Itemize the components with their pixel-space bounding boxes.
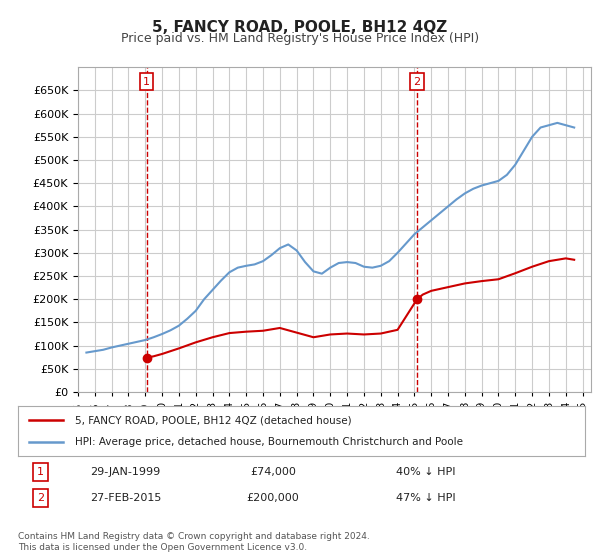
- Text: 2: 2: [37, 493, 44, 503]
- Text: Price paid vs. HM Land Registry's House Price Index (HPI): Price paid vs. HM Land Registry's House …: [121, 32, 479, 45]
- Text: 47% ↓ HPI: 47% ↓ HPI: [397, 493, 456, 503]
- Text: 5, FANCY ROAD, POOLE, BH12 4QZ (detached house): 5, FANCY ROAD, POOLE, BH12 4QZ (detached…: [75, 415, 352, 425]
- Text: 2: 2: [413, 77, 421, 87]
- Text: 40% ↓ HPI: 40% ↓ HPI: [397, 467, 456, 477]
- Text: Contains HM Land Registry data © Crown copyright and database right 2024.
This d: Contains HM Land Registry data © Crown c…: [18, 532, 370, 552]
- Text: 1: 1: [143, 77, 150, 87]
- Text: £74,000: £74,000: [250, 467, 296, 477]
- Text: 29-JAN-1999: 29-JAN-1999: [91, 467, 161, 477]
- Text: £200,000: £200,000: [247, 493, 299, 503]
- Text: HPI: Average price, detached house, Bournemouth Christchurch and Poole: HPI: Average price, detached house, Bour…: [75, 437, 463, 447]
- Text: 5, FANCY ROAD, POOLE, BH12 4QZ: 5, FANCY ROAD, POOLE, BH12 4QZ: [152, 20, 448, 35]
- Text: 27-FEB-2015: 27-FEB-2015: [90, 493, 161, 503]
- Text: 1: 1: [37, 467, 44, 477]
